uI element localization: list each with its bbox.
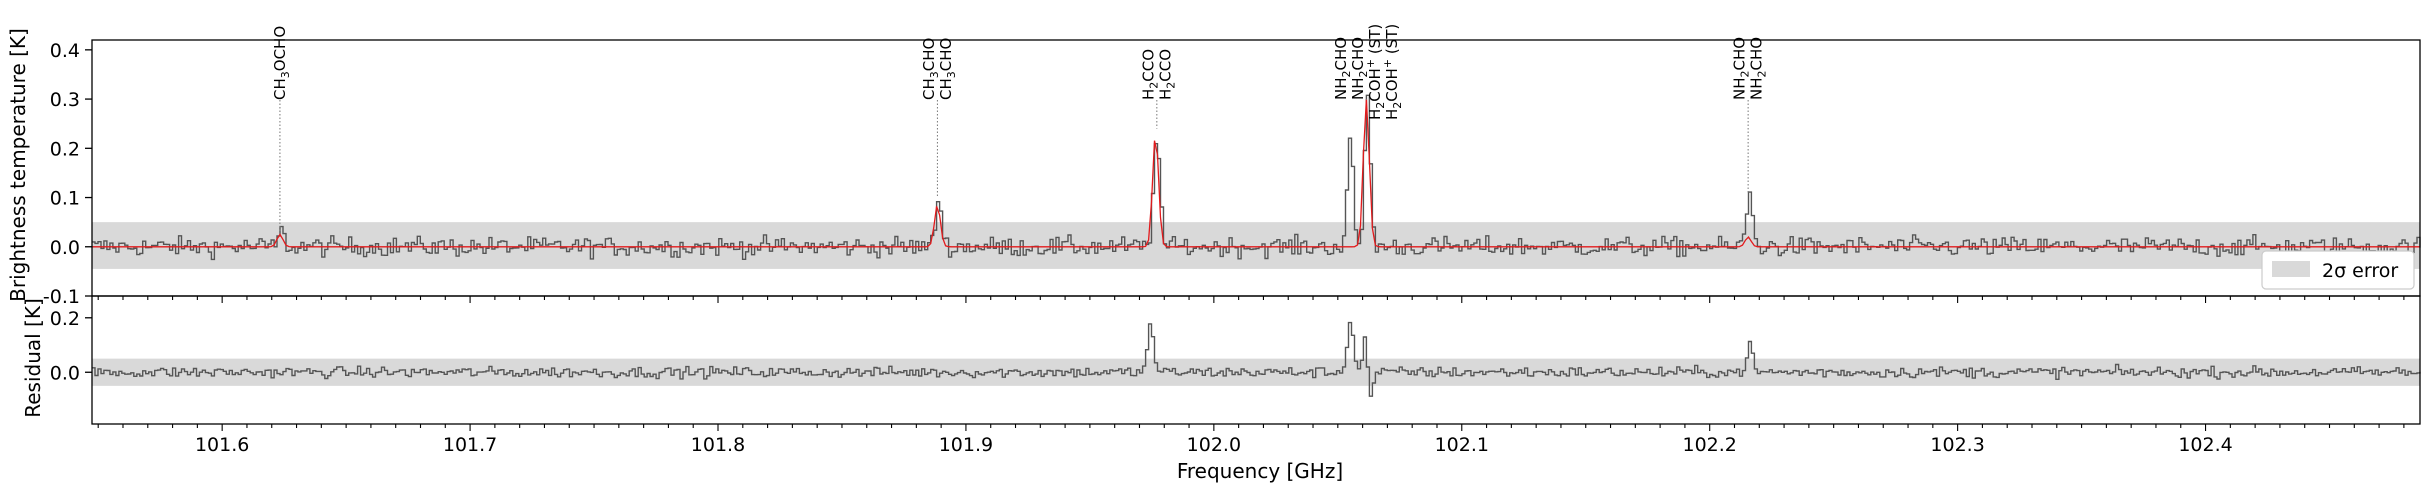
molecule-label: CH3OCHO: [271, 26, 292, 100]
legend-label: 2σ error: [2322, 260, 2398, 282]
molecule-label: H2CCO: [1156, 49, 1177, 100]
top-panel: -0.1 0.0 0.1 0.2 0.3 0.4: [43, 39, 2421, 308]
y-tick-label: 0.0: [50, 362, 80, 384]
legend-swatch: [2272, 261, 2310, 277]
molecule-label: CH3CHO: [920, 38, 941, 100]
y-tick-label: 0.3: [50, 89, 80, 111]
x-tick-label: 102.0: [1187, 434, 1241, 456]
observed-spectrum-line: [92, 94, 2421, 261]
molecule-label: NH2CHO: [1748, 37, 1769, 100]
y-tick-label: 0.2: [50, 308, 80, 330]
molecule-label: H2CCO: [1139, 49, 1160, 100]
molecule-label: NH2CHO: [1349, 37, 1370, 100]
top-y-axis-label: Brightness temperature [K]: [6, 28, 30, 302]
x-tick-label: 101.9: [939, 434, 993, 456]
y-tick-label: 0.4: [50, 40, 80, 62]
y-tick-label: 0.1: [50, 188, 80, 210]
model-spectrum-line: [92, 99, 2420, 248]
y-tick-label: -0.1: [43, 286, 80, 308]
molecule-label: NH2CHO: [1731, 37, 1752, 100]
line-annotations: CH3OCHOCH3CHOCH3CHOH2CCOH2CCONH2CHONH2CH…: [271, 24, 1769, 232]
axes-frame: [91, 295, 2421, 425]
y-tick-label: 0.0: [50, 237, 80, 259]
residual-line: [92, 321, 2421, 397]
bottom-y-axis-label: Residual [K]: [21, 298, 45, 418]
molecule-label: CH3CHO: [937, 38, 958, 100]
x-tick-label: 102.1: [1435, 434, 1489, 456]
x-tick-label: 101.8: [691, 434, 745, 456]
legend-frame: [2261, 250, 2415, 290]
x-axis-label: Frequency [GHz]: [1177, 459, 1343, 483]
y-tick-label: 0.2: [50, 138, 80, 160]
legend: 2σ error: [2261, 250, 2415, 290]
molecule-label: NH2CHO: [1332, 37, 1353, 100]
x-tick-label: 102.3: [1930, 434, 1984, 456]
molecule-label: H2COH+ (ST): [1381, 24, 1404, 120]
x-tick-label: 101.7: [443, 434, 497, 456]
x-tick-label: 102.2: [1682, 434, 1736, 456]
residual-panel: 0.0 0.2 101.6 101.7 101.8 101.9 102.0 102.1 102.…: [50, 295, 2421, 456]
x-tick-label: 101.6: [195, 434, 249, 456]
x-tick-label: 102.4: [2178, 434, 2232, 456]
molecule-label: H2COH+ (ST): [1364, 24, 1387, 120]
